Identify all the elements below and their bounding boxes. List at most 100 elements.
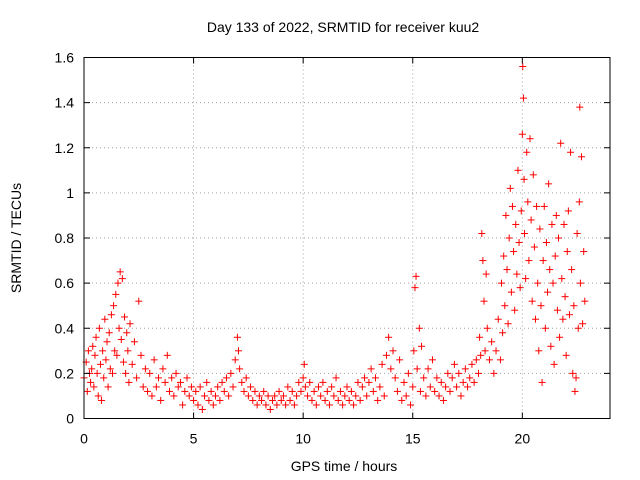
data-point — [391, 374, 399, 382]
data-point — [538, 378, 546, 386]
data-point — [214, 383, 222, 391]
data-point — [304, 392, 312, 400]
data-point — [319, 378, 327, 386]
y-axis-ticks: 0 0.2 0.4 0.6 0.8 1 1.2 1.4 1.6 — [55, 50, 610, 427]
data-point — [492, 347, 500, 355]
data-point — [501, 302, 509, 310]
data-point — [529, 171, 537, 179]
data-point — [581, 297, 589, 305]
data-point — [233, 333, 241, 341]
data-point — [343, 383, 351, 391]
data-point — [165, 387, 173, 395]
data-point — [119, 358, 127, 366]
data-point — [478, 229, 486, 237]
data-point — [522, 275, 530, 283]
data-point — [565, 311, 573, 319]
data-point — [578, 153, 586, 161]
data-point — [546, 266, 554, 274]
data-point — [500, 252, 508, 260]
data-point — [450, 360, 458, 368]
data-point — [502, 211, 510, 219]
data-point — [93, 369, 101, 377]
data-point — [247, 383, 255, 391]
data-point — [533, 202, 541, 210]
data-point — [567, 148, 575, 156]
data-point — [468, 360, 476, 368]
data-point — [461, 365, 469, 373]
data-point — [385, 333, 393, 341]
data-point — [94, 392, 102, 400]
data-point — [389, 347, 397, 355]
x-tick-label: 5 — [190, 431, 198, 447]
data-point — [227, 369, 235, 377]
y-tick-label: 1.6 — [55, 50, 75, 66]
data-point — [323, 387, 331, 395]
data-point — [411, 284, 419, 292]
data-point — [258, 396, 266, 404]
data-point — [365, 378, 373, 386]
data-point — [104, 383, 112, 391]
data-point — [453, 383, 461, 391]
data-point — [277, 396, 285, 404]
data-point — [284, 383, 292, 391]
data-point — [524, 198, 532, 206]
data-point — [249, 396, 257, 404]
data-point — [530, 243, 538, 251]
data-point — [393, 387, 401, 395]
data-point — [255, 392, 263, 400]
data-point — [347, 387, 355, 395]
data-point — [295, 378, 303, 386]
data-point — [262, 401, 270, 409]
data-point — [563, 248, 571, 256]
data-point — [537, 302, 545, 310]
data-point — [564, 207, 572, 215]
data-point — [236, 365, 244, 373]
data-point — [494, 315, 502, 323]
data-point — [400, 378, 408, 386]
data-point — [141, 365, 149, 373]
data-point — [328, 383, 336, 391]
data-point — [242, 374, 250, 382]
data-point — [515, 239, 523, 247]
data-point — [244, 392, 252, 400]
data-point — [490, 369, 498, 377]
data-point — [442, 383, 450, 391]
data-point — [404, 369, 412, 377]
data-point — [275, 387, 283, 395]
data-point — [412, 272, 420, 280]
data-point — [363, 392, 371, 400]
y-tick-label: 0.4 — [55, 320, 75, 336]
data-point — [205, 396, 213, 404]
data-point — [422, 392, 430, 400]
data-point — [575, 198, 583, 206]
data-point — [286, 396, 294, 404]
data-point — [518, 130, 526, 138]
data-point — [116, 268, 124, 276]
data-point — [192, 387, 200, 395]
data-point — [470, 378, 478, 386]
data-point — [336, 387, 344, 395]
data-point — [521, 229, 529, 237]
data-point — [579, 320, 587, 328]
y-tick-label: 0.8 — [55, 230, 75, 246]
x-axis-label: GPS time / hours — [291, 458, 398, 474]
data-point — [536, 225, 544, 233]
data-point — [103, 338, 111, 346]
data-point — [334, 396, 342, 404]
data-point — [464, 383, 472, 391]
data-point — [398, 396, 406, 404]
data-point — [472, 356, 480, 364]
data-point — [402, 392, 410, 400]
data-point — [505, 234, 513, 242]
data-point — [279, 392, 287, 400]
data-point — [110, 302, 118, 310]
plot-frame — [83, 57, 611, 419]
data-point — [218, 378, 226, 386]
data-point — [152, 383, 160, 391]
data-point — [523, 148, 531, 156]
data-point — [108, 369, 116, 377]
data-point — [409, 383, 417, 391]
data-point — [482, 270, 490, 278]
data-point — [437, 378, 445, 386]
data-point — [483, 324, 491, 332]
